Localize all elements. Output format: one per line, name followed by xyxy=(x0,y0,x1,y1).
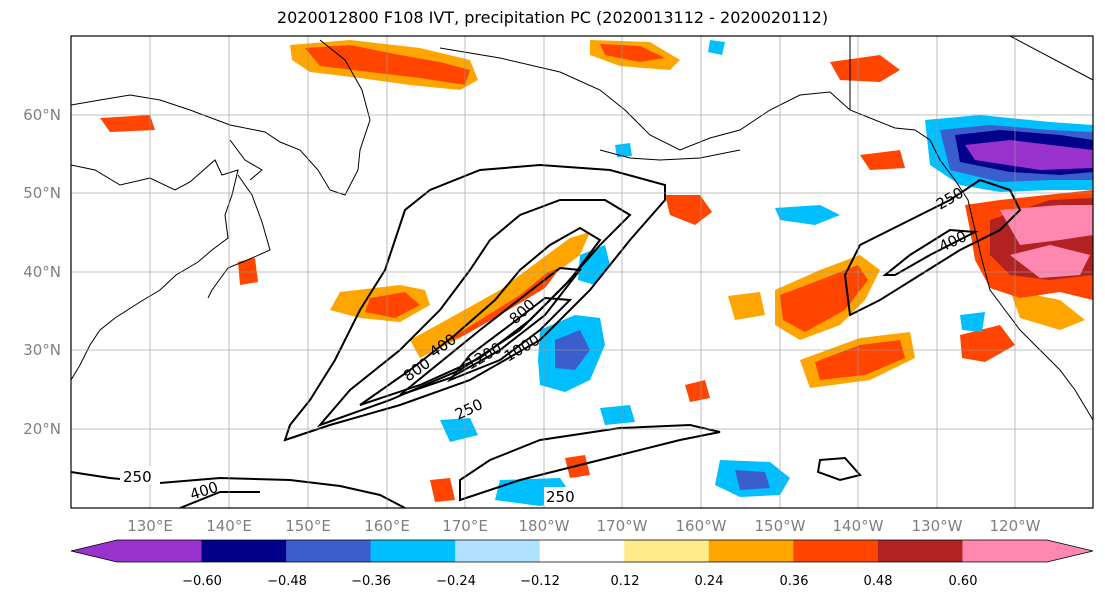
map-frame xyxy=(70,35,1094,509)
ivt-contour-labels: 250 400 800 400 800 1200 1000 250 250 40… xyxy=(120,184,970,506)
graticule xyxy=(71,36,1093,508)
lat-tick-label: 30°N xyxy=(23,341,61,359)
lon-tick-label: 180°W xyxy=(519,517,570,535)
lon-tick-label: 140°W xyxy=(833,517,884,535)
colorbar-outline xyxy=(70,539,1094,563)
contour-label: 250 xyxy=(123,468,152,486)
lon-tick-label: 120°W xyxy=(990,517,1041,535)
map-title: 2020012800 F108 IVT, precipitation PC (2… xyxy=(276,8,829,27)
lon-tick-label: 130°W xyxy=(912,517,963,535)
colorbar-tick-label: 0.60 xyxy=(949,574,978,589)
colorbar-tick-label: −0.24 xyxy=(436,574,476,589)
colorbar-segment xyxy=(539,540,625,562)
colorbar-tick-label: −0.36 xyxy=(351,574,391,589)
colorbar: −0.60 −0.48 −0.36 −0.24 −0.12 0.12 0.24 … xyxy=(70,539,1094,589)
precip-positive-shading xyxy=(100,40,1093,502)
lat-tick-label: 50°N xyxy=(23,184,61,202)
ivt-contours xyxy=(71,163,1022,508)
lat-tick-labels: 60°N 50°N 40°N 30°N 20°N xyxy=(23,106,61,438)
colorbar-tick-label: −0.60 xyxy=(182,574,222,589)
colorbar-segment xyxy=(201,540,287,562)
lon-tick-label: 130°E xyxy=(127,517,173,535)
lat-tick-label: 20°N xyxy=(23,420,61,438)
lat-tick-label: 60°N xyxy=(23,106,61,124)
lon-tick-labels: 130°E 140°E 150°E 160°E 170°E 180°W 170°… xyxy=(127,517,1040,535)
colorbar-segment xyxy=(877,540,963,562)
colorbar-segment xyxy=(962,540,1048,562)
contour-label: 250 xyxy=(546,488,575,506)
colorbar-segment xyxy=(455,540,541,562)
colorbar-extend-high xyxy=(1047,540,1093,562)
colorbar-segment xyxy=(370,540,456,562)
lat-tick-label: 40°N xyxy=(23,263,61,281)
lon-tick-label: 160°E xyxy=(364,517,410,535)
lon-tick-label: 140°E xyxy=(206,517,252,535)
colorbar-extend-low xyxy=(71,540,117,562)
colorbar-tick-label: −0.12 xyxy=(520,574,560,589)
lon-tick-label: 170°W xyxy=(597,517,648,535)
lon-tick-label: 170°E xyxy=(442,517,488,535)
colorbar-tick-label: −0.48 xyxy=(267,574,307,589)
precip-negative-shading xyxy=(440,40,1093,506)
colorbar-segment xyxy=(793,540,879,562)
colorbar-segment xyxy=(708,540,794,562)
colorbar-tick-label: 0.12 xyxy=(611,574,640,589)
lon-tick-label: 150°W xyxy=(755,517,806,535)
colorbar-segments xyxy=(117,540,1048,562)
colorbar-tick-label: 0.24 xyxy=(695,574,724,589)
colorbar-tick-label: 0.48 xyxy=(864,574,893,589)
lon-tick-label: 150°E xyxy=(285,517,331,535)
colorbar-segment xyxy=(624,540,710,562)
colorbar-segment xyxy=(286,540,372,562)
colorbar-tick-label: 0.36 xyxy=(780,574,809,589)
colorbar-segment xyxy=(117,540,203,562)
lon-tick-label: 160°W xyxy=(676,517,727,535)
